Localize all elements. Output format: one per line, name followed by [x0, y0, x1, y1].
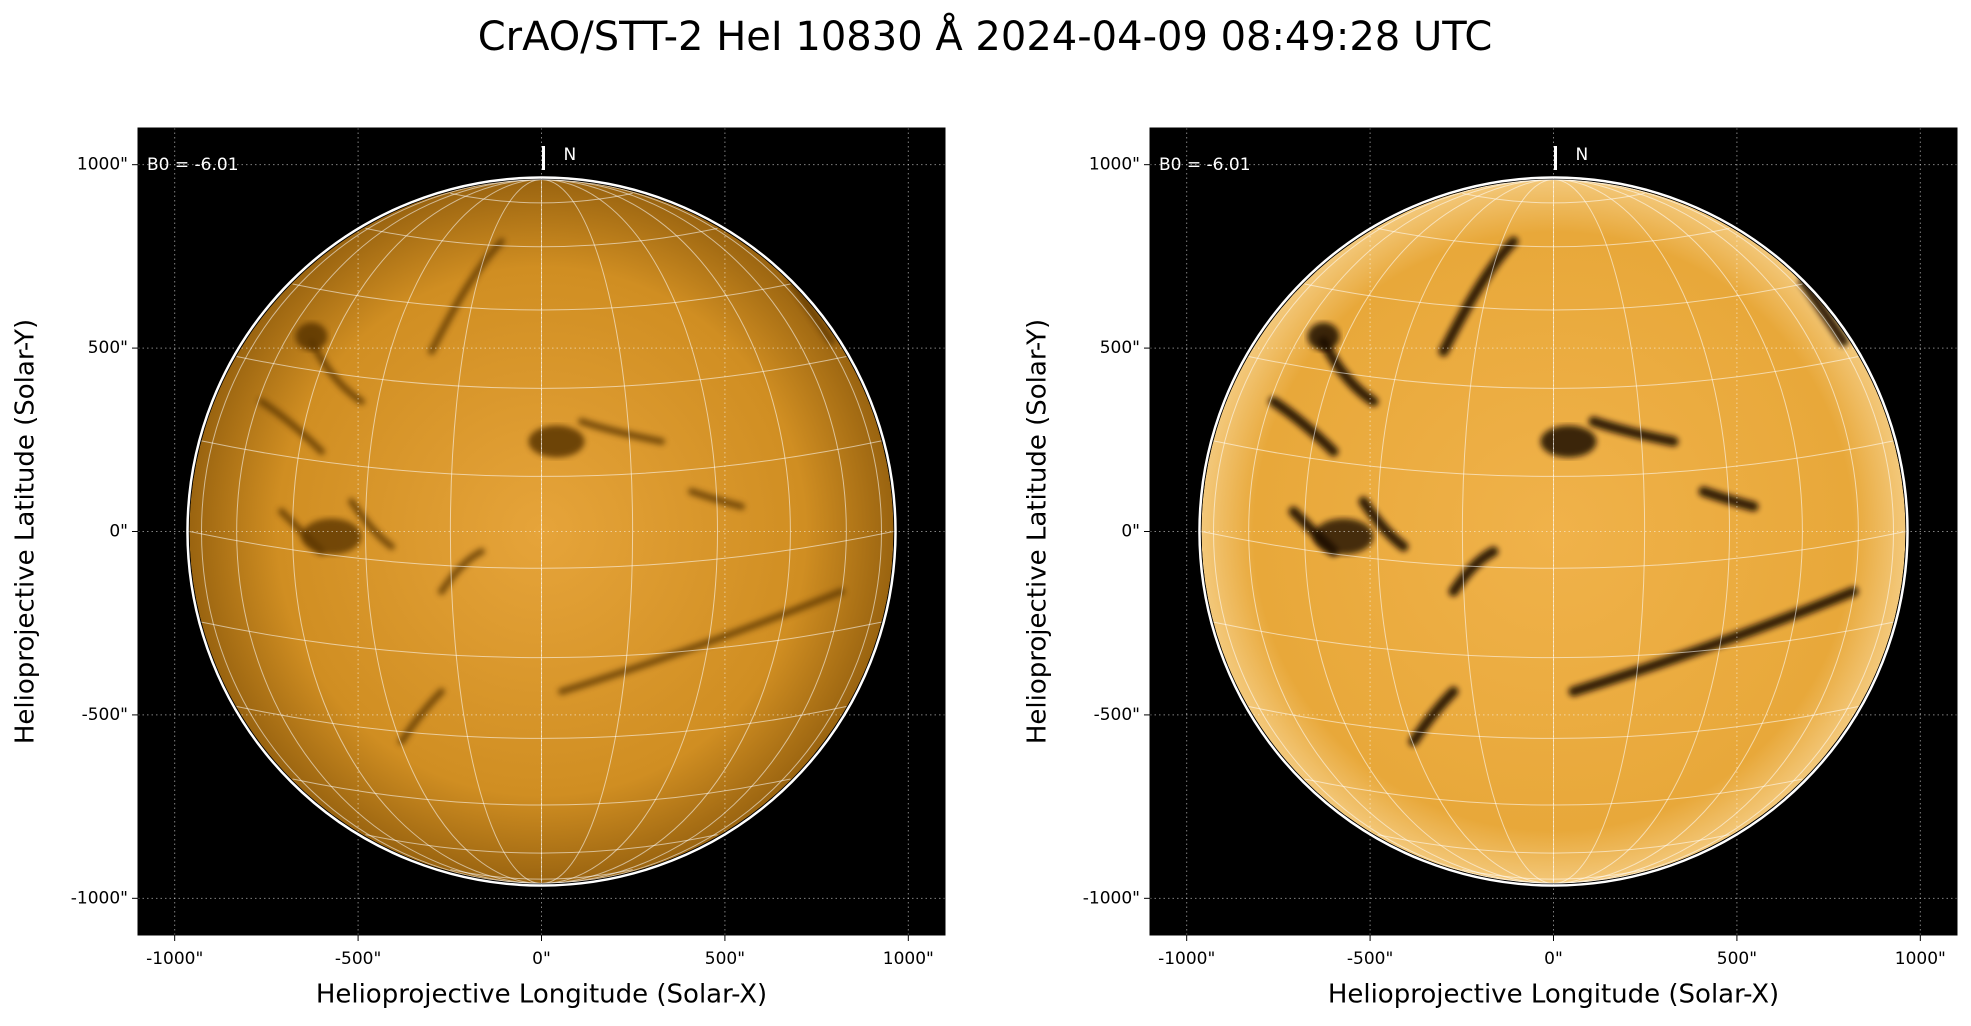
meridian — [1377, 179, 1730, 884]
meridian — [1461, 179, 1646, 884]
y-tick-label: -500" — [1094, 705, 1140, 725]
parallel — [1377, 227, 1730, 248]
axes-frame — [137, 127, 946, 936]
parallel — [450, 869, 633, 880]
filament — [1438, 236, 1519, 357]
meridian — [365, 179, 718, 884]
parallel — [292, 283, 791, 311]
dark-region — [1313, 518, 1374, 555]
y-tick-label: 1000" — [1089, 155, 1140, 175]
x-tick-label: -1000" — [1158, 949, 1215, 969]
y-tick-label: -1000" — [71, 888, 128, 908]
meridian — [292, 179, 791, 884]
y-tick-label: 1000" — [77, 155, 128, 175]
filament — [1568, 586, 1859, 697]
parallel — [1304, 283, 1803, 311]
parallel — [450, 192, 633, 204]
filament — [578, 418, 665, 445]
parallel — [1213, 621, 1894, 659]
heliographic-grid — [189, 179, 894, 884]
y-tick-label: -1000" — [1083, 888, 1140, 908]
x-tick-label: -1000" — [146, 949, 203, 969]
parallel — [236, 355, 847, 389]
b0-annotation: B0 = -6.01 — [147, 155, 239, 175]
dark-region — [301, 518, 362, 555]
y-tick-label: 500" — [1100, 338, 1140, 358]
y-tick-label: -500" — [82, 705, 128, 725]
parallel — [365, 227, 718, 248]
parallel — [292, 778, 791, 806]
dark-region — [1540, 425, 1597, 458]
filament — [558, 588, 845, 695]
y-tick-label: 0" — [1121, 522, 1140, 542]
filament — [1358, 496, 1409, 552]
x-tick-label: -500" — [1347, 949, 1393, 969]
x-tick-label: -500" — [335, 949, 381, 969]
meridian — [449, 179, 634, 884]
dark-region — [528, 425, 585, 458]
parallel — [236, 706, 847, 739]
y-axis-label: Helioprojective Latitude (Solar-Y) — [11, 319, 41, 744]
filament — [688, 488, 745, 510]
parallel — [1248, 355, 1859, 389]
x-tick-label: 500" — [1717, 949, 1757, 969]
parallel — [1201, 531, 1906, 569]
filament — [398, 688, 445, 745]
solar-disk-group — [1201, 179, 1906, 884]
solar-disk-group — [189, 179, 894, 884]
parallel — [201, 621, 882, 659]
parallel — [1213, 440, 1894, 477]
y-axis-label: Helioprojective Latitude (Solar-Y) — [1023, 319, 1053, 744]
meridian — [1248, 179, 1859, 884]
parallel — [1304, 778, 1803, 806]
figure-title: CrAO/STT-2 HeI 10830 Å 2024-04-09 08:49:… — [478, 12, 1493, 60]
x-axis-label: Helioprojective Longitude (Solar-X) — [1328, 980, 1779, 1010]
x-tick-label: 1000" — [1895, 949, 1946, 969]
filament — [258, 398, 325, 455]
x-axis-label: Helioprojective Longitude (Solar-X) — [316, 980, 767, 1010]
b0-annotation: B0 = -6.01 — [1159, 155, 1251, 175]
x-tick-label: 0" — [532, 949, 551, 969]
dark-region — [295, 322, 328, 351]
parallel — [189, 531, 894, 569]
x-tick-label: 0" — [1544, 949, 1563, 969]
x-tick-label: 500" — [705, 949, 745, 969]
parallel — [1462, 869, 1645, 880]
meridian — [1304, 179, 1803, 884]
y-tick-label: 500" — [88, 338, 128, 358]
parallel — [201, 440, 882, 477]
parallel — [1462, 192, 1645, 204]
filament — [428, 238, 505, 355]
filament — [1698, 486, 1759, 512]
dark-region — [1307, 322, 1340, 351]
filament — [1268, 396, 1339, 457]
north-label: N — [564, 145, 577, 165]
meridian — [236, 179, 847, 884]
x-tick-label: 1000" — [883, 949, 934, 969]
parallel — [1248, 706, 1859, 739]
filament — [1588, 416, 1679, 447]
filament — [348, 498, 395, 550]
axes-frame — [1149, 127, 1958, 936]
filament — [1408, 686, 1459, 747]
y-tick-label: 0" — [109, 522, 128, 542]
north-label: N — [1576, 145, 1589, 165]
